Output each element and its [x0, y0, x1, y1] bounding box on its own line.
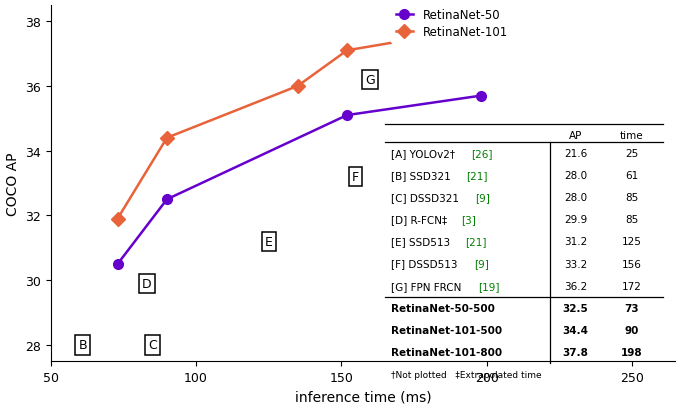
Text: D: D: [142, 277, 151, 290]
Text: [D] R-FCN‡: [D] R-FCN‡: [391, 215, 451, 225]
Text: [19]: [19]: [478, 281, 500, 291]
Text: [C] DSSD321: [C] DSSD321: [391, 193, 462, 203]
Text: 31.2: 31.2: [564, 237, 587, 247]
Text: [B] SSD321: [B] SSD321: [391, 171, 454, 181]
Text: 125: 125: [622, 237, 642, 247]
Text: E: E: [265, 235, 272, 248]
Text: RetinaNet-101-800: RetinaNet-101-800: [391, 347, 503, 357]
Text: G: G: [366, 74, 375, 87]
Text: [26]: [26]: [471, 149, 492, 159]
X-axis label: inference time (ms): inference time (ms): [295, 389, 431, 403]
Text: 34.4: 34.4: [563, 325, 588, 335]
Text: 21.6: 21.6: [564, 149, 587, 159]
Text: 29.9: 29.9: [564, 215, 587, 225]
Text: 172: 172: [622, 281, 642, 291]
Text: [21]: [21]: [465, 237, 486, 247]
Text: [9]: [9]: [475, 193, 490, 203]
Text: 36.2: 36.2: [564, 281, 587, 291]
Text: 156: 156: [622, 259, 642, 269]
Text: 33.2: 33.2: [564, 259, 587, 269]
Text: F: F: [352, 171, 360, 184]
Text: [A] YOLOv2†: [A] YOLOv2†: [391, 149, 458, 159]
Text: 37.8: 37.8: [563, 347, 588, 357]
Text: 61: 61: [625, 171, 638, 181]
Text: 73: 73: [624, 303, 639, 313]
Text: [3]: [3]: [462, 215, 476, 225]
Text: 198: 198: [621, 347, 643, 357]
Text: †Not plotted   ‡Extrapolated time: †Not plotted ‡Extrapolated time: [391, 370, 542, 379]
Text: [G] FPN FRCN: [G] FPN FRCN: [391, 281, 465, 291]
Text: RetinaNet-50-500: RetinaNet-50-500: [391, 303, 495, 313]
Text: 32.5: 32.5: [563, 303, 588, 313]
Text: 25: 25: [625, 149, 638, 159]
Text: 90: 90: [624, 325, 639, 335]
Legend: RetinaNet-50, RetinaNet-101: RetinaNet-50, RetinaNet-101: [391, 5, 513, 44]
Text: AP: AP: [569, 130, 582, 141]
Y-axis label: COCO AP: COCO AP: [5, 152, 20, 215]
Text: [21]: [21]: [466, 171, 488, 181]
Text: 28.0: 28.0: [564, 193, 587, 203]
Text: C: C: [148, 339, 157, 352]
Text: [9]: [9]: [474, 259, 489, 269]
Text: [F] DSSD513: [F] DSSD513: [391, 259, 461, 269]
Text: 28.0: 28.0: [564, 171, 587, 181]
Text: RetinaNet-101-500: RetinaNet-101-500: [391, 325, 503, 335]
Text: [E] SSD513: [E] SSD513: [391, 237, 454, 247]
Text: B: B: [78, 339, 87, 352]
Text: 85: 85: [625, 193, 638, 203]
Text: 85: 85: [625, 215, 638, 225]
Text: time: time: [620, 130, 644, 141]
